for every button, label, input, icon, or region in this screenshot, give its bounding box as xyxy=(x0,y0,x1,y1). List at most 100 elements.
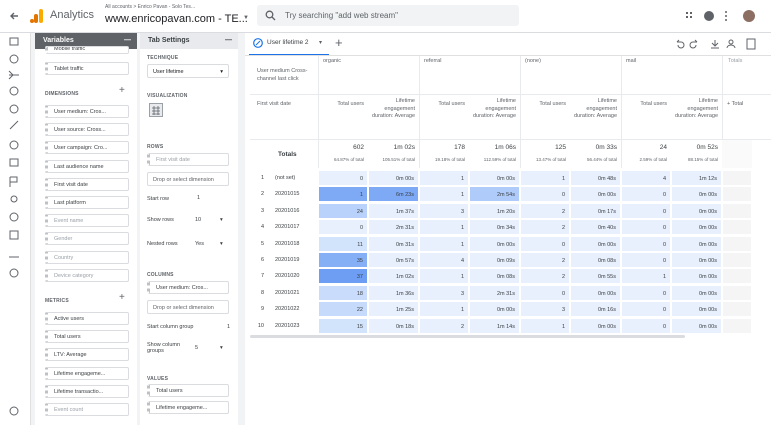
table-cell[interactable]: 22 xyxy=(318,301,368,318)
table-cell[interactable]: 1 xyxy=(318,186,368,203)
table-cell[interactable]: 3 xyxy=(419,202,469,219)
dropdown-arrow[interactable]: ▾ xyxy=(220,241,223,247)
dimension-chip[interactable]: User medium: Cros... xyxy=(45,105,129,118)
table-cell[interactable]: 0m 18s xyxy=(368,317,419,334)
nested-rows[interactable]: Yes xyxy=(195,241,204,247)
dimension-chip[interactable]: Gender xyxy=(45,232,129,246)
table-cell[interactable]: 0 xyxy=(621,252,671,268)
table-cell[interactable]: 0 xyxy=(621,202,671,219)
table-cell[interactable]: 0m 00s xyxy=(671,252,722,268)
table-cell[interactable]: 3 xyxy=(520,301,570,318)
metric-chip[interactable]: Lifetime engageme... xyxy=(45,366,129,380)
table-cell[interactable]: 0m 00s xyxy=(570,284,621,301)
table-cell[interactable]: 3 xyxy=(419,284,469,301)
table-cell[interactable]: 0m 00s xyxy=(671,219,722,236)
table-cell[interactable]: 0m 00s xyxy=(671,268,722,285)
table-cell[interactable]: 1 xyxy=(419,186,469,203)
metric-chip[interactable]: LTV: Average xyxy=(45,348,129,362)
table-cell[interactable]: 0m 48s xyxy=(570,170,621,186)
metric-header[interactable]: Lifetime engagement duration: Average xyxy=(472,98,516,119)
table-cell[interactable]: 0m 16s xyxy=(570,301,621,318)
metric-header[interactable]: Total users xyxy=(640,101,667,107)
table-cell[interactable]: 15 xyxy=(318,317,368,334)
table-cell[interactable]: 0m 00s xyxy=(570,317,621,334)
scrollbar[interactable] xyxy=(250,335,685,338)
table-cell[interactable]: 1m 36s xyxy=(368,284,419,301)
table-cell[interactable]: 0m 08s xyxy=(469,268,520,285)
add-tab[interactable]: + xyxy=(335,35,343,50)
dimension-chip[interactable]: Event name xyxy=(45,214,129,228)
table-cell[interactable]: 2 xyxy=(419,317,469,334)
segment-chip[interactable]: Tablet traffic xyxy=(45,62,129,75)
nav-rail[interactable] xyxy=(0,33,31,425)
metric-chip[interactable]: Event count xyxy=(45,403,129,416)
table-cell[interactable]: 1m 20s xyxy=(469,202,520,219)
table-cell[interactable]: 0m 40s xyxy=(570,219,621,236)
table-cell[interactable]: 4 xyxy=(621,170,671,186)
table-cell[interactable]: 1m 25s xyxy=(368,301,419,318)
table-cell[interactable]: 6m 23s xyxy=(368,186,419,203)
table-cell[interactable]: 1 xyxy=(419,170,469,186)
table-cell[interactable]: 0 xyxy=(520,284,570,301)
table-cell[interactable]: 0 xyxy=(621,301,671,318)
table-cell[interactable]: 24 xyxy=(318,202,368,219)
metric-header[interactable]: Total users xyxy=(539,101,566,107)
table-cell[interactable]: 0 xyxy=(621,219,671,236)
breadcrumb[interactable]: All accounts > Enrico Pavan - Solo Tes..… xyxy=(105,4,196,10)
table-cell[interactable]: 1 xyxy=(520,317,570,334)
table-cell[interactable]: 0m 08s xyxy=(570,252,621,268)
table-cell[interactable]: 0m 00s xyxy=(469,235,520,252)
table-cell[interactable]: 1 xyxy=(419,268,469,285)
technique-dropdown[interactable]: User lifetime ▾ xyxy=(147,64,229,78)
table-cell[interactable]: 0m 00s xyxy=(469,301,520,318)
add-dimension[interactable]: + xyxy=(119,85,125,96)
table-cell[interactable]: 1 xyxy=(520,170,570,186)
dimension-chip[interactable]: Last audience name xyxy=(45,159,129,173)
dimension-chip[interactable]: Last platform xyxy=(45,196,129,209)
table-cell[interactable]: 0m 34s xyxy=(469,219,520,236)
table-cell[interactable]: 2m 31s xyxy=(368,219,419,236)
table-cell[interactable]: 0 xyxy=(520,186,570,203)
dimension-chip[interactable]: Device category xyxy=(45,268,129,282)
show-column-groups[interactable]: 5 xyxy=(195,345,199,351)
table-cell[interactable]: 1m 12s xyxy=(671,170,722,186)
metric-chip[interactable]: Lifetime transactio... xyxy=(45,384,129,398)
table-cell[interactable]: 0m 17s xyxy=(570,202,621,219)
table-cell[interactable]: 1m 37s xyxy=(368,202,419,219)
table-cell[interactable]: 2 xyxy=(520,268,570,285)
table-cell[interactable]: 2 xyxy=(520,202,570,219)
table-cell[interactable]: 1m 14s xyxy=(469,317,520,334)
table-cell[interactable]: 0m 00s xyxy=(671,301,722,318)
collapse[interactable]: — xyxy=(225,37,232,44)
start-column-group[interactable]: 1 xyxy=(227,324,231,330)
metric-header[interactable]: Lifetime engagement duration: Average xyxy=(573,98,617,119)
table-viz-icon[interactable] xyxy=(149,103,163,117)
table-cell[interactable]: 1 xyxy=(419,219,469,236)
tab[interactable]: User lifetime 2 ▾ xyxy=(249,33,329,56)
dropdown-arrow[interactable]: ▾ xyxy=(220,217,223,223)
table-cell[interactable]: 2m 54s xyxy=(469,186,520,203)
table-cell[interactable]: 2 xyxy=(520,252,570,268)
table-cell[interactable]: 11 xyxy=(318,235,368,252)
dimension-chip[interactable]: Country xyxy=(45,250,129,264)
toolbar-icons[interactable] xyxy=(675,38,769,50)
table-cell[interactable]: 0 xyxy=(621,284,671,301)
metric-header[interactable]: Total users xyxy=(337,101,364,107)
table-cell[interactable]: 0m 00s xyxy=(469,170,520,186)
table-cell[interactable]: 0m 00s xyxy=(570,235,621,252)
table-cell[interactable]: 0m 00s xyxy=(671,284,722,301)
property-name[interactable]: www.enricopavan.com - TE... xyxy=(105,13,248,25)
metric-chip[interactable]: Total users xyxy=(45,330,129,344)
table-cell[interactable]: 0m 00s xyxy=(570,186,621,203)
column-dimension[interactable]: User medium: Cros... xyxy=(147,281,229,294)
table-cell[interactable]: 0 xyxy=(621,186,671,203)
table-cell[interactable]: 4 xyxy=(419,252,469,268)
table-cell[interactable]: 0 xyxy=(621,235,671,252)
table-cell[interactable]: 37 xyxy=(318,268,368,285)
table-cell[interactable]: 0m 00s xyxy=(671,317,722,334)
tab-menu[interactable]: ▾ xyxy=(319,40,323,46)
table-cell[interactable]: 0m 55s xyxy=(570,268,621,285)
segment-chip[interactable]: Mobile traffic xyxy=(45,46,129,54)
drop-zone[interactable]: Drop or select dimension xyxy=(147,172,229,186)
collapse[interactable]: — xyxy=(124,37,131,44)
